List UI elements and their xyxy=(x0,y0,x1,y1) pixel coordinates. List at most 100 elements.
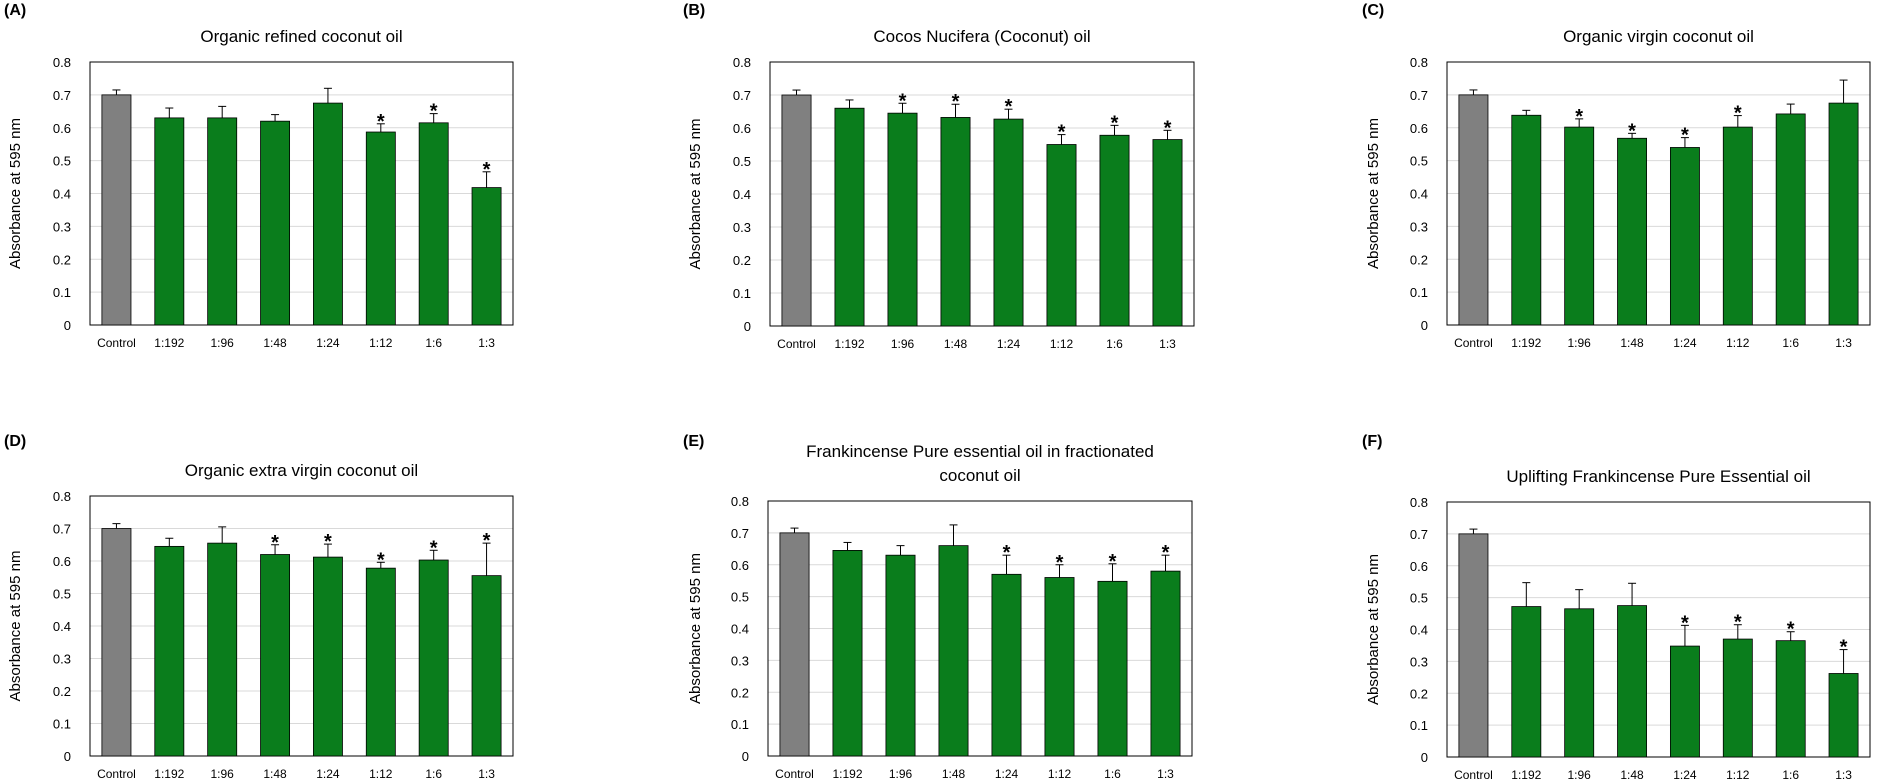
bar xyxy=(207,117,238,326)
bar xyxy=(834,107,865,327)
x-tick-label: 1:3 xyxy=(1157,767,1174,781)
chart-title: Organic refined coconut oil xyxy=(200,27,402,46)
panel-letter: (C) xyxy=(1362,2,1384,19)
y-axis-label: Absorbance at 595 nm xyxy=(7,118,24,269)
x-tick-label: Control xyxy=(1454,336,1493,350)
y-tick-label: 0.1 xyxy=(1410,718,1428,733)
y-tick-label: 0.5 xyxy=(53,154,71,169)
x-tick-label: 1:24 xyxy=(316,336,340,350)
x-tick-label: 1:3 xyxy=(478,767,495,781)
significance-marker: * xyxy=(271,532,279,554)
x-tick-label: Control xyxy=(97,336,136,350)
plot-frame xyxy=(767,500,1193,757)
y-tick-label: 0.7 xyxy=(733,88,751,103)
y-tick-label: 0.1 xyxy=(53,285,71,300)
bar xyxy=(832,550,863,757)
significance-marker: * xyxy=(1056,552,1064,574)
y-tick-label: 0 xyxy=(1421,750,1428,765)
significance-marker: * xyxy=(1575,106,1583,128)
significance-marker: * xyxy=(377,111,385,133)
chart-title: Cocos Nucifera (Coconut) oil xyxy=(873,27,1090,46)
bar xyxy=(312,556,343,757)
x-tick-label: 1:24 xyxy=(997,337,1021,351)
y-tick-label: 0.3 xyxy=(53,652,71,667)
y-tick-label: 0.6 xyxy=(731,558,749,573)
y-tick-label: 0.2 xyxy=(53,684,71,699)
y-tick-label: 0.2 xyxy=(731,685,749,700)
y-tick-label: 0.5 xyxy=(1410,154,1428,169)
x-tick-label: 1:3 xyxy=(478,336,495,350)
x-tick-label: 1:12 xyxy=(1050,337,1074,351)
bar xyxy=(1775,640,1806,758)
x-tick-label: 1:96 xyxy=(211,336,235,350)
plot-frame xyxy=(89,495,514,757)
x-tick-label: 1:12 xyxy=(369,767,393,781)
panel-letter: (F) xyxy=(1362,433,1382,450)
significance-marker: * xyxy=(377,549,385,571)
y-tick-label: 0.6 xyxy=(53,554,71,569)
x-tick-label: 1:6 xyxy=(425,336,442,350)
y-tick-label: 0 xyxy=(742,749,749,764)
bar xyxy=(1828,102,1859,326)
bar xyxy=(471,187,502,326)
y-tick-label: 0.8 xyxy=(1410,495,1428,510)
plot-frame xyxy=(1446,61,1871,326)
chart-title: coconut oil xyxy=(939,466,1020,485)
chart-panel-c: (C) Organic virgin coconut oil 0 0.1 0.2 0.3 0… xyxy=(1362,2,1871,350)
x-tick-label: 1:192 xyxy=(154,336,184,350)
significance-marker: * xyxy=(430,101,438,123)
y-tick-label: 0.4 xyxy=(731,622,749,637)
y-axis-label: Absorbance at 595 nm xyxy=(1365,118,1382,269)
bar xyxy=(885,554,916,757)
y-tick-label: 0.5 xyxy=(1410,591,1428,606)
bar xyxy=(1511,606,1542,758)
y-tick-label: 0.5 xyxy=(733,154,751,169)
chart-title: Organic virgin coconut oil xyxy=(1563,27,1754,46)
x-tick-label: 1:192 xyxy=(1511,768,1541,782)
x-tick-label: 1:96 xyxy=(1568,768,1592,782)
bar xyxy=(260,554,291,757)
y-tick-label: 0.5 xyxy=(53,587,71,602)
y-tick-label: 0.2 xyxy=(733,253,751,268)
y-tick-label: 0.3 xyxy=(1410,654,1428,669)
chart-panel-b: (B) Cocos Nucifera (Coconut) oil 0 0.1 0.2 0.… xyxy=(683,2,1195,351)
x-tick-label: 1:192 xyxy=(834,337,864,351)
y-tick-label: 0.3 xyxy=(1410,219,1428,234)
bar xyxy=(1152,139,1183,327)
x-tick-label: 1:48 xyxy=(944,337,968,351)
x-tick-label: 1:24 xyxy=(995,767,1019,781)
bar xyxy=(207,542,238,757)
significance-marker: * xyxy=(1787,619,1795,641)
significance-marker: * xyxy=(1162,542,1170,564)
bar xyxy=(1617,605,1648,758)
y-tick-label: 0.8 xyxy=(733,55,751,70)
bar xyxy=(1669,147,1700,326)
bar xyxy=(1775,113,1806,326)
x-tick-label: 1:12 xyxy=(1726,768,1750,782)
y-tick-label: 0 xyxy=(1421,318,1428,333)
significance-marker: * xyxy=(1111,112,1119,134)
y-tick-label: 0.1 xyxy=(733,286,751,301)
bar xyxy=(471,575,502,757)
y-axis-label: Absorbance at 595 nm xyxy=(687,553,704,704)
significance-marker: * xyxy=(1109,551,1117,573)
bar xyxy=(1150,570,1181,757)
y-tick-label: 0.4 xyxy=(1410,623,1428,638)
x-tick-label: 1:48 xyxy=(1620,336,1644,350)
y-tick-label: 0.2 xyxy=(1410,252,1428,267)
significance-marker: * xyxy=(483,159,491,181)
y-tick-label: 0.6 xyxy=(53,121,71,136)
y-tick-label: 0.3 xyxy=(731,653,749,668)
significance-marker: * xyxy=(1734,103,1742,125)
significance-marker: * xyxy=(1164,117,1172,139)
bar xyxy=(1458,533,1489,758)
bar xyxy=(1511,114,1542,326)
y-tick-label: 0.1 xyxy=(731,717,749,732)
significance-marker: * xyxy=(1003,542,1011,564)
significance-marker: * xyxy=(1681,125,1689,147)
y-tick-label: 0.7 xyxy=(53,88,71,103)
bar xyxy=(781,94,812,327)
bar xyxy=(365,567,396,757)
x-tick-label: 1:96 xyxy=(889,767,913,781)
